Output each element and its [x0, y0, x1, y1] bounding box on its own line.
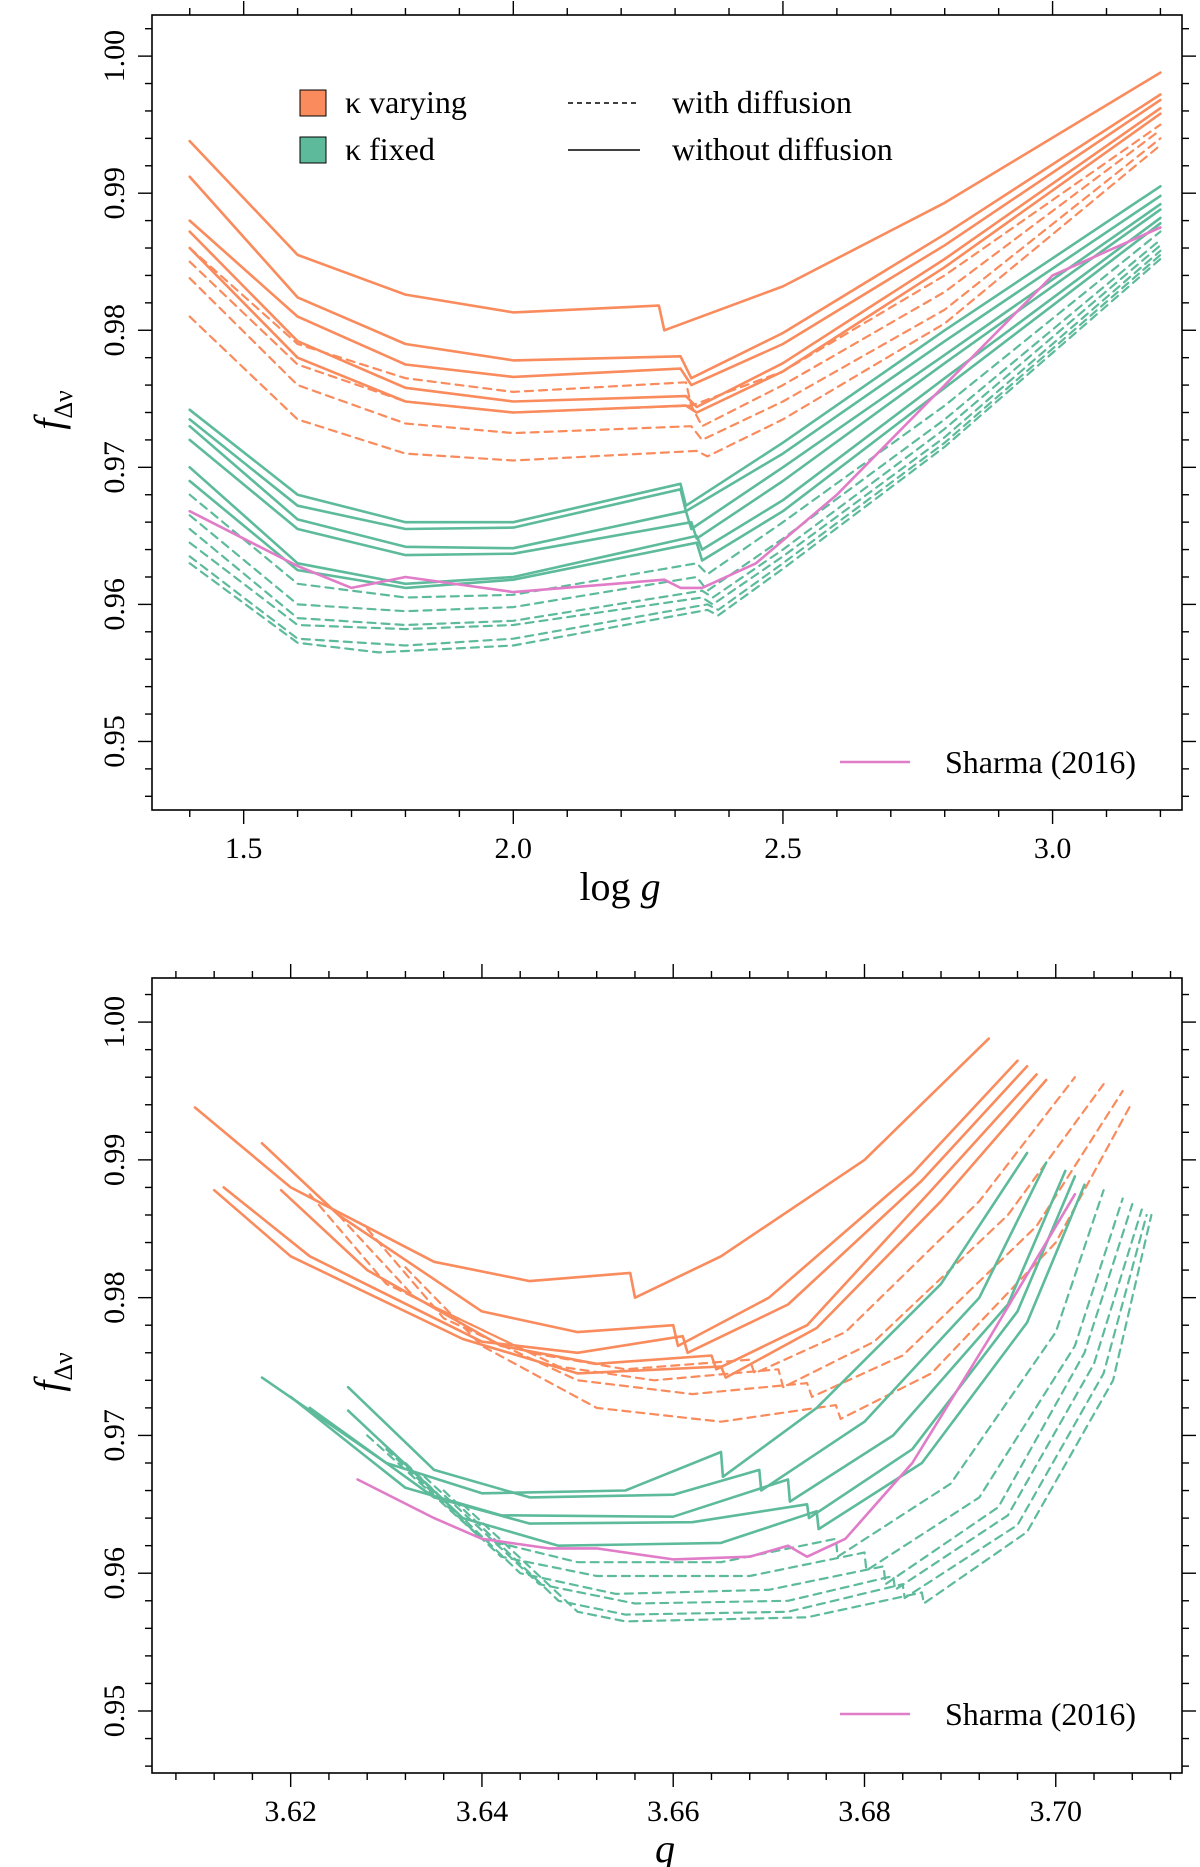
series-line-kappa-fixed-solid	[308, 1175, 1077, 1525]
series-line-kappa-varying-dashed	[337, 1082, 1105, 1389]
legend-sharma-top: Sharma (2016)	[840, 744, 1136, 780]
series-line-sharma-solid	[356, 1193, 1077, 1561]
series-line-kappa-fixed-dashed	[188, 238, 1162, 613]
series-line-kappa-varying-solid	[212, 1078, 1048, 1379]
y-tick-label: 0.97	[98, 1409, 131, 1462]
x-tick-label: 3.66	[647, 1795, 700, 1828]
legend-top: κ varying κ fixed with diffusion without…	[299, 84, 893, 167]
y-tick-label: 0.96	[98, 1547, 131, 1600]
x-axis-title-italic: g	[641, 864, 661, 909]
series-line-kappa-varying-solid	[188, 71, 1162, 332]
series-line-kappa-varying-solid	[260, 1059, 1019, 1348]
series-line-kappa-varying-dashed	[188, 144, 1162, 462]
series-line-kappa-fixed-dashed	[442, 1213, 1148, 1616]
series-line-kappa-varying-solid	[188, 106, 1162, 409]
x-axis-title: log g	[579, 864, 660, 909]
series-line-kappa-fixed-dashed	[366, 1189, 1105, 1564]
panel-bottom: 3.62 3.64 3.66 3.68 3.70 0.95 0.96 0.97 0.98 0.99…	[26, 964, 1196, 1867]
tick-marks: 3.62 3.64 3.66 3.68 3.70 0.95 0.96 0.97 0.98 0.99…	[98, 964, 1196, 1828]
series-line-kappa-varying-dashed	[404, 1100, 1134, 1423]
x-tick-label: 3.62	[264, 1795, 317, 1828]
series-line-kappa-fixed-dashed	[188, 257, 1162, 654]
legend-label-without-diffusion: without diffusion	[672, 131, 893, 167]
x-tick-label: 1.5	[225, 832, 263, 865]
y-tick-label: 0.99	[98, 1134, 131, 1187]
series-line-kappa-fixed-dashed	[423, 1208, 1143, 1605]
y-tick-label: 0.98	[98, 1271, 131, 1324]
series-layer	[193, 1037, 1153, 1623]
series-line-kappa-fixed-solid	[188, 185, 1162, 524]
series-line-kappa-fixed-solid	[188, 208, 1162, 557]
y-tick-label: 0.97	[98, 441, 131, 494]
legend-label-kappa-varying: κ varying	[345, 84, 467, 120]
series-line-kappa-fixed-solid	[188, 194, 1162, 531]
series-line-kappa-varying-solid	[222, 1064, 1029, 1355]
legend-swatch-kappa-fixed	[299, 136, 327, 164]
legend-label-with-diffusion: with diffusion	[672, 84, 852, 120]
y-tick-label: 0.98	[98, 304, 131, 357]
legend-swatch-kappa-varying	[299, 89, 327, 117]
series-line-kappa-varying-solid	[188, 93, 1162, 380]
y-axis-title: fΔν	[26, 1352, 78, 1392]
series-line-kappa-varying-dashed	[188, 137, 1162, 441]
series-line-kappa-fixed-solid	[188, 222, 1162, 590]
y-axis-title-sub: Δν	[49, 390, 78, 419]
series-line-kappa-fixed-dashed	[188, 230, 1162, 599]
svg-text:fΔν: fΔν	[26, 1352, 78, 1392]
legend-label-sharma: Sharma (2016)	[945, 1696, 1136, 1732]
y-tick-label: 1.00	[98, 30, 131, 83]
series-line-kappa-varying-dashed	[188, 129, 1162, 428]
series-line-kappa-varying-solid	[188, 98, 1162, 387]
series-line-kappa-fixed-dashed	[188, 253, 1162, 647]
legend-sharma-bottom: Sharma (2016)	[840, 1696, 1136, 1732]
x-tick-label: 3.64	[456, 1795, 509, 1828]
x-tick-label: 3.68	[838, 1795, 891, 1828]
x-axis-title-main: log	[579, 864, 640, 909]
y-tick-label: 0.95	[98, 715, 131, 768]
x-tick-label: 2.5	[764, 832, 802, 865]
series-line-kappa-varying-solid	[188, 112, 1162, 414]
series-line-kappa-fixed-solid	[260, 1151, 1029, 1495]
panel-top: 1.5 2.0 2.5 3.0 0.95 0.96 0.97 0.98 0.99 1.00 κ v…	[26, 1, 1196, 909]
svg-text:fΔν: fΔν	[26, 390, 78, 430]
plot-frame	[151, 14, 1183, 811]
y-tick-label: 0.96	[98, 578, 131, 631]
series-line-kappa-fixed-solid	[346, 1183, 1086, 1547]
x-tick-label: 2.0	[495, 832, 533, 865]
series-line-kappa-fixed-solid	[188, 202, 1162, 550]
tick-marks: 1.5 2.0 2.5 3.0 0.95 0.96 0.97 0.98 0.99 1.00	[98, 1, 1196, 865]
series-line-kappa-varying-solid	[279, 1073, 1038, 1371]
legend-label-kappa-fixed: κ fixed	[345, 131, 435, 167]
y-tick-label: 1.00	[98, 996, 131, 1048]
y-tick-label: 0.99	[98, 167, 131, 220]
x-tick-label: 3.0	[1034, 832, 1072, 865]
plot-frame	[151, 977, 1183, 1774]
x-tick-label: 3.70	[1030, 1795, 1083, 1828]
series-line-kappa-fixed-dashed	[188, 249, 1162, 631]
series-line-sharma-solid	[188, 226, 1162, 594]
y-axis-title: fΔν	[26, 390, 78, 430]
y-axis-title-sub: Δν	[49, 1352, 78, 1381]
series-layer	[188, 71, 1162, 654]
series-line-kappa-fixed-dashed	[385, 1197, 1124, 1578]
legend-label-sharma: Sharma (2016)	[945, 744, 1136, 780]
series-line-kappa-fixed-dashed	[461, 1213, 1153, 1623]
series-line-kappa-fixed-dashed	[404, 1202, 1134, 1596]
y-tick-label: 0.95	[98, 1685, 131, 1738]
series-line-kappa-fixed-solid	[188, 216, 1162, 586]
x-axis-title: q	[655, 1826, 675, 1867]
series-line-kappa-varying-dashed	[366, 1089, 1124, 1399]
series-line-kappa-fixed-dashed	[188, 244, 1162, 627]
series-line-kappa-varying-solid	[193, 1037, 991, 1299]
series-line-kappa-fixed-solid	[346, 1161, 1048, 1499]
